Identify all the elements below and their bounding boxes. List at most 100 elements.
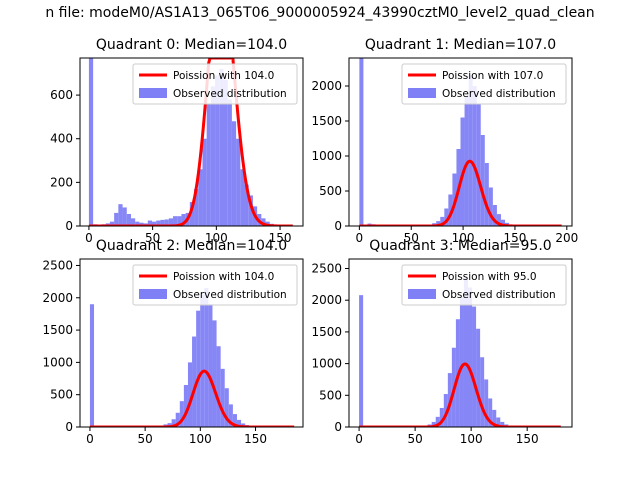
subplot-title: Quadrant 0: Median=104.0 (96, 37, 287, 53)
histogram-bar (496, 214, 501, 226)
y-tick-label: 600 (50, 88, 73, 102)
y-tick-label: 200 (50, 175, 73, 189)
subplot-title: Quadrant 2: Median=104.0 (96, 238, 287, 254)
y-tick-label: 1500 (42, 323, 73, 337)
histogram-bars (89, 288, 258, 427)
y-tick-label: 1000 (311, 357, 342, 371)
poisson-fit-line (89, 369, 295, 427)
histogram-bar (240, 169, 245, 226)
x-tick-label: 100 (460, 432, 483, 446)
histogram-bar (212, 320, 217, 427)
y-tick-label: 2500 (311, 262, 342, 276)
histogram-bar (472, 306, 477, 427)
histogram-bar (359, 295, 364, 427)
x-tick-label: 200 (555, 231, 578, 245)
histogram-bar (448, 194, 453, 226)
histogram-bar (160, 219, 165, 226)
histogram-bar (156, 220, 161, 226)
histogram-bar (179, 401, 184, 427)
x-tick-label: 0 (85, 231, 93, 245)
x-tick-label: 50 (404, 231, 419, 245)
legend: Poission with 104.0 Observed distribution (132, 63, 298, 105)
x-tick-label: 150 (244, 432, 267, 446)
subplot-title: Quadrant 1: Median=107.0 (365, 37, 556, 53)
histogram-bar (147, 220, 152, 226)
legend-hist-swatch (408, 289, 436, 299)
y-tick-label: 0 (334, 420, 342, 434)
histogram-bar (436, 221, 441, 226)
histogram-bar (164, 219, 169, 226)
histogram-bar (181, 214, 186, 226)
axes-frame (79, 57, 304, 227)
histogram-bar (484, 163, 489, 226)
poisson-fit-line (358, 362, 562, 427)
y-tick-label: 400 (50, 132, 73, 146)
legend: Poission with 95.0 Observed distribution (401, 264, 567, 306)
histogram-bar (231, 121, 237, 226)
histogram-bar (463, 278, 468, 427)
legend-hist-label: Observed distribution (442, 289, 556, 301)
x-tick-label: 150 (516, 432, 539, 446)
y-tick-label: 500 (319, 184, 342, 198)
histogram-bar (139, 222, 144, 226)
histogram-bar (444, 208, 449, 226)
y-tick-label: 2000 (311, 79, 342, 93)
histogram-bar (359, 58, 364, 226)
legend-hist-swatch (139, 88, 167, 98)
histogram-bar (476, 328, 481, 427)
histogram-bar (261, 218, 266, 226)
histogram-bar (500, 421, 505, 427)
histogram-bar (492, 409, 497, 427)
histogram-bar (435, 416, 440, 427)
histogram-bar (206, 103, 211, 226)
histogram-bar (219, 68, 224, 226)
histogram-bar (472, 86, 477, 226)
histogram-bar (431, 421, 436, 427)
histogram-bar (439, 407, 444, 427)
legend-fit-label: Poission with 104.0 (173, 70, 274, 82)
histogram-bar (130, 218, 136, 226)
x-tick-label: 100 (452, 231, 475, 245)
histogram-bar (468, 287, 473, 427)
legend-box (132, 264, 298, 306)
poisson-fit-line (88, 58, 294, 226)
legend: Poission with 107.0 Observed distribution (401, 63, 567, 105)
histogram-bar (168, 218, 174, 226)
legend-hist-swatch (139, 289, 167, 299)
histogram-bar (241, 423, 246, 427)
y-tick-label: 1000 (311, 149, 342, 163)
histogram-bar (88, 58, 94, 226)
legend: Poission with 104.0 Observed distribution (132, 264, 298, 306)
histogram-bar (216, 346, 221, 427)
histogram-bar (488, 187, 493, 226)
axes-frame (79, 258, 304, 428)
histogram-bar (189, 202, 195, 226)
histogram-bar (236, 138, 241, 226)
histogram-bar (459, 297, 464, 427)
histogram-bar (484, 379, 489, 427)
x-tick-label: 0 (356, 231, 364, 245)
legend-box (401, 63, 567, 105)
axes-frame (348, 258, 573, 428)
histogram-bar (89, 304, 95, 427)
x-tick-label: 100 (205, 231, 228, 245)
y-tick-label: 1500 (311, 325, 342, 339)
y-tick-label: 2500 (42, 258, 73, 272)
histogram-bar (196, 310, 201, 427)
legend-fit-label: Poission with 104.0 (173, 271, 274, 283)
y-tick-label: 1500 (311, 114, 342, 128)
histogram-bar (198, 169, 203, 226)
y-tick-label: 2000 (311, 293, 342, 307)
histogram-bar (167, 423, 172, 427)
histogram-bar (208, 304, 213, 427)
y-tick-label: 2000 (42, 291, 73, 305)
histogram-bar (126, 214, 131, 226)
y-tick-label: 500 (50, 388, 73, 402)
histogram-bar (223, 79, 228, 226)
subplot-0: 0 50 100 150 0 200 400 600 Quadrant 0: Median=10… (50, 37, 304, 245)
subplot-title: Quadrant 3: Median=95.0 (369, 238, 551, 254)
histogram-bar (227, 99, 232, 226)
histogram-bar (200, 294, 205, 427)
